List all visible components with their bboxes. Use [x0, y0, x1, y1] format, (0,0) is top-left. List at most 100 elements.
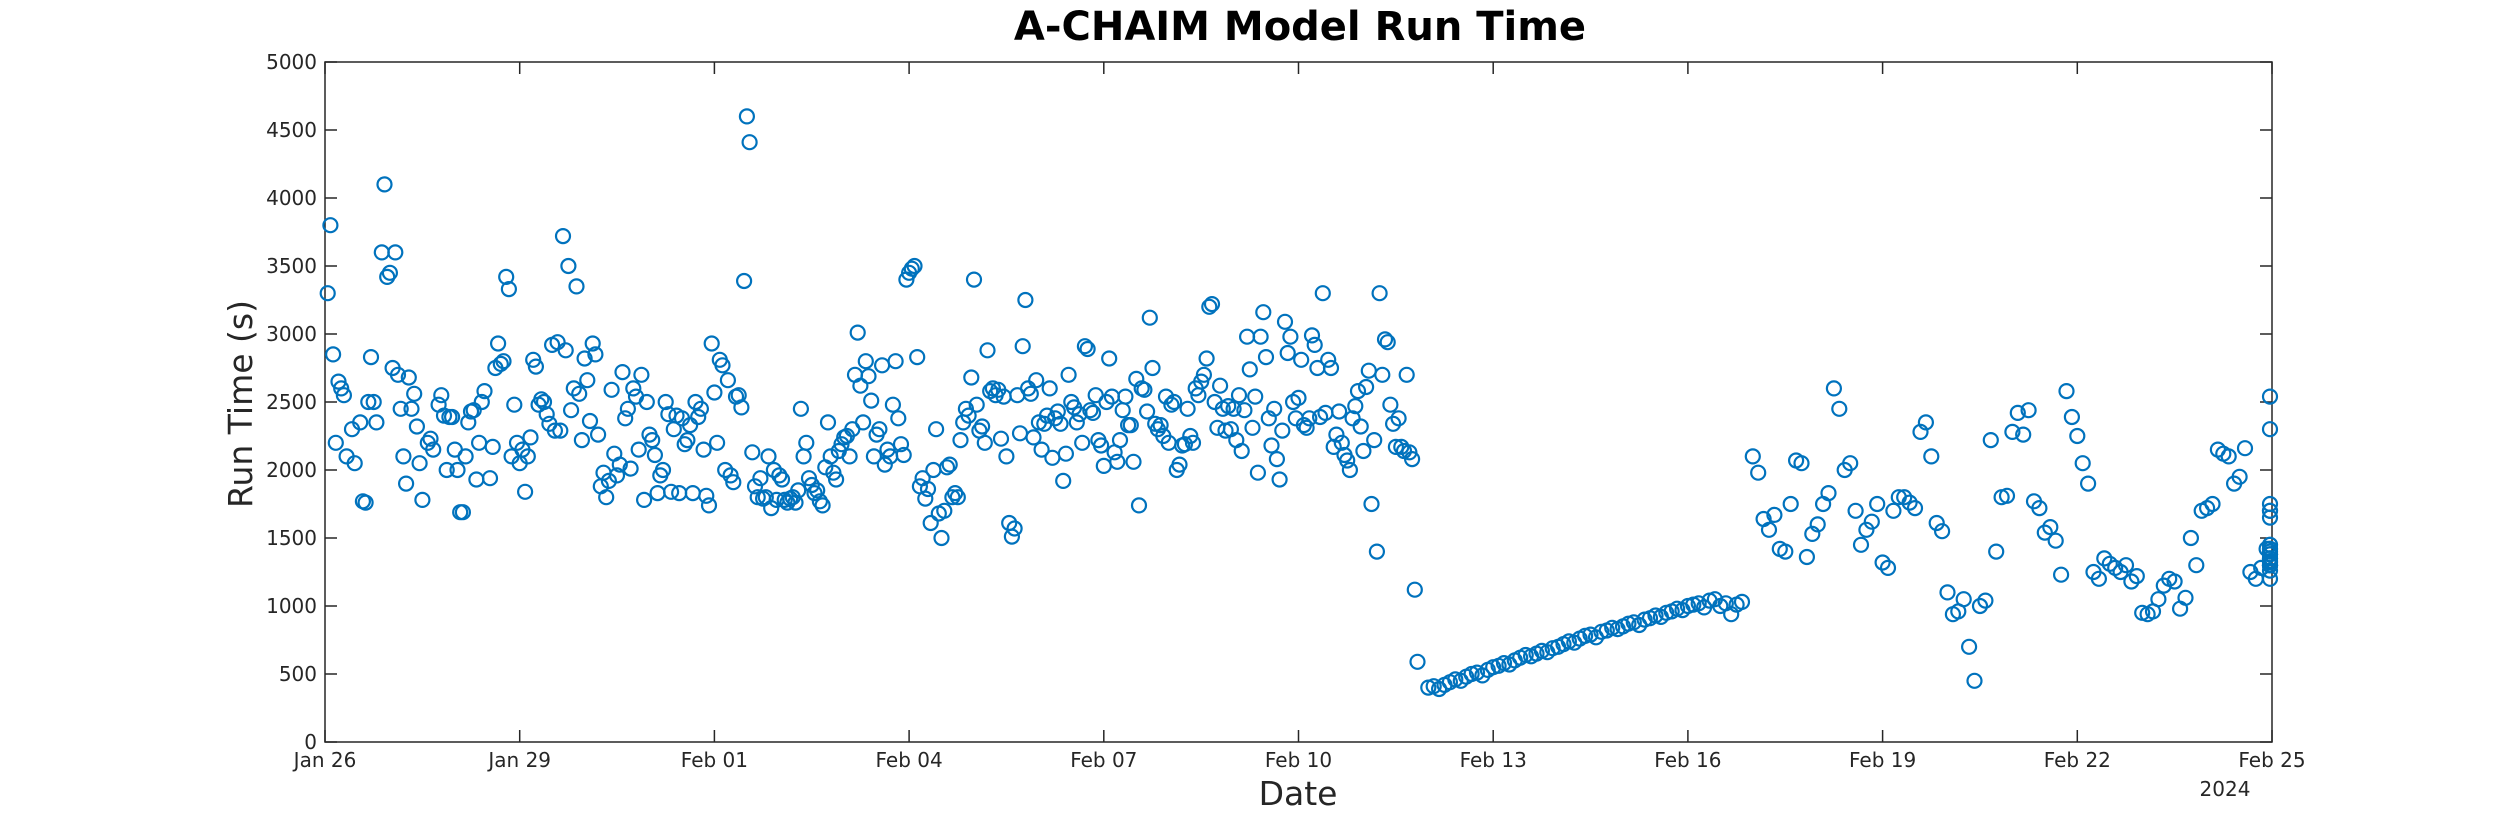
data-point: [1125, 453, 1142, 470]
data-point: [746, 478, 764, 495]
data-point: [611, 456, 628, 473]
data-point: [1339, 452, 1356, 469]
data-point: [622, 460, 639, 477]
data-point: [1293, 351, 1310, 368]
data-point: [1928, 514, 1945, 532]
data-point: [1966, 672, 1983, 689]
data-point: [398, 475, 415, 492]
data-point: [2204, 495, 2221, 513]
data-point: [1241, 361, 1258, 378]
data-point: [2015, 426, 2032, 443]
data-point: [1074, 434, 1091, 451]
data-point: [865, 448, 883, 465]
data-point: [857, 353, 874, 370]
data-point: [557, 342, 574, 359]
data-point: [522, 429, 539, 446]
data-point: [2261, 562, 2279, 579]
data-point: [2009, 404, 2026, 421]
data-point: [1793, 455, 1810, 472]
y-tick-label: 500: [279, 662, 317, 686]
data-point: [890, 410, 907, 427]
data-point: [1960, 638, 1978, 655]
data-point: [909, 349, 926, 366]
data-point: [1798, 548, 1816, 566]
x-tick-label: Feb 13: [1460, 748, 1527, 772]
data-point: [573, 432, 591, 449]
data-point: [562, 402, 580, 419]
data-point: [719, 372, 737, 389]
data-point: [444, 408, 461, 426]
data-point: [763, 500, 780, 517]
data-point: [1901, 494, 1918, 511]
data-point: [571, 385, 588, 402]
data-point: [1290, 389, 1307, 406]
data-point: [498, 268, 515, 285]
data-point: [806, 485, 823, 502]
data-point: [1257, 349, 1275, 366]
data-point: [1152, 417, 1169, 434]
data-point: [1988, 543, 2005, 560]
data-point: [603, 381, 620, 398]
data-point: [533, 391, 550, 408]
data-point: [906, 257, 923, 275]
data-point: [1347, 398, 1364, 415]
data-point: [2220, 448, 2237, 465]
data-points: [319, 108, 2279, 698]
data-point: [1003, 528, 1021, 545]
data-point: [1011, 425, 1029, 442]
data-point: [671, 485, 688, 502]
y-tick-label: 2500: [266, 390, 317, 414]
y-tick-label: 0: [304, 730, 317, 754]
data-point: [2261, 421, 2279, 438]
data-point: [1195, 366, 1213, 383]
data-point: [381, 264, 398, 281]
data-point: [1057, 445, 1075, 462]
data-point: [2261, 502, 2279, 519]
data-point: [695, 441, 712, 458]
data-point: [841, 448, 858, 465]
data-point: [2080, 475, 2097, 492]
data-point: [1252, 328, 1269, 345]
data-point: [2117, 557, 2135, 574]
data-point: [979, 342, 996, 359]
data-point: [708, 434, 726, 451]
data-point: [1101, 350, 1118, 367]
data-point: [438, 461, 455, 479]
data-point: [1136, 381, 1153, 398]
data-point: [1360, 362, 1377, 379]
data-point: [1282, 328, 1299, 345]
data-point: [1750, 464, 1767, 481]
data-point: [654, 461, 672, 479]
data-point: [2096, 550, 2113, 567]
x-axis-year-label: 2024: [2200, 777, 2251, 801]
data-point: [725, 474, 742, 491]
data-point: [1230, 387, 1248, 404]
y-tick-label: 3500: [266, 254, 317, 278]
data-point: [546, 422, 564, 439]
data-point: [1825, 380, 1843, 397]
data-point: [1052, 415, 1069, 432]
data-point: [400, 369, 417, 386]
data-point: [552, 422, 569, 439]
data-point: [738, 108, 756, 125]
data-point: [1144, 359, 1161, 377]
data-point: [608, 467, 626, 484]
data-point: [600, 472, 618, 489]
data-point: [1117, 388, 1134, 405]
data-point: [938, 459, 956, 476]
data-point: [408, 418, 425, 435]
data-point: [527, 358, 545, 375]
x-tick-label: Jan 29: [486, 748, 551, 772]
data-point: [1038, 407, 1056, 424]
data-point: [403, 400, 420, 417]
data-point: [2261, 552, 2279, 570]
data-point: [1233, 442, 1250, 460]
data-point: [1298, 419, 1315, 436]
data-point: [790, 482, 807, 499]
data-point: [2188, 557, 2205, 574]
data-point: [992, 430, 1010, 447]
data-point: [925, 461, 942, 479]
data-point: [1314, 285, 1331, 302]
data-point: [1266, 400, 1283, 417]
data-point: [1163, 396, 1180, 413]
